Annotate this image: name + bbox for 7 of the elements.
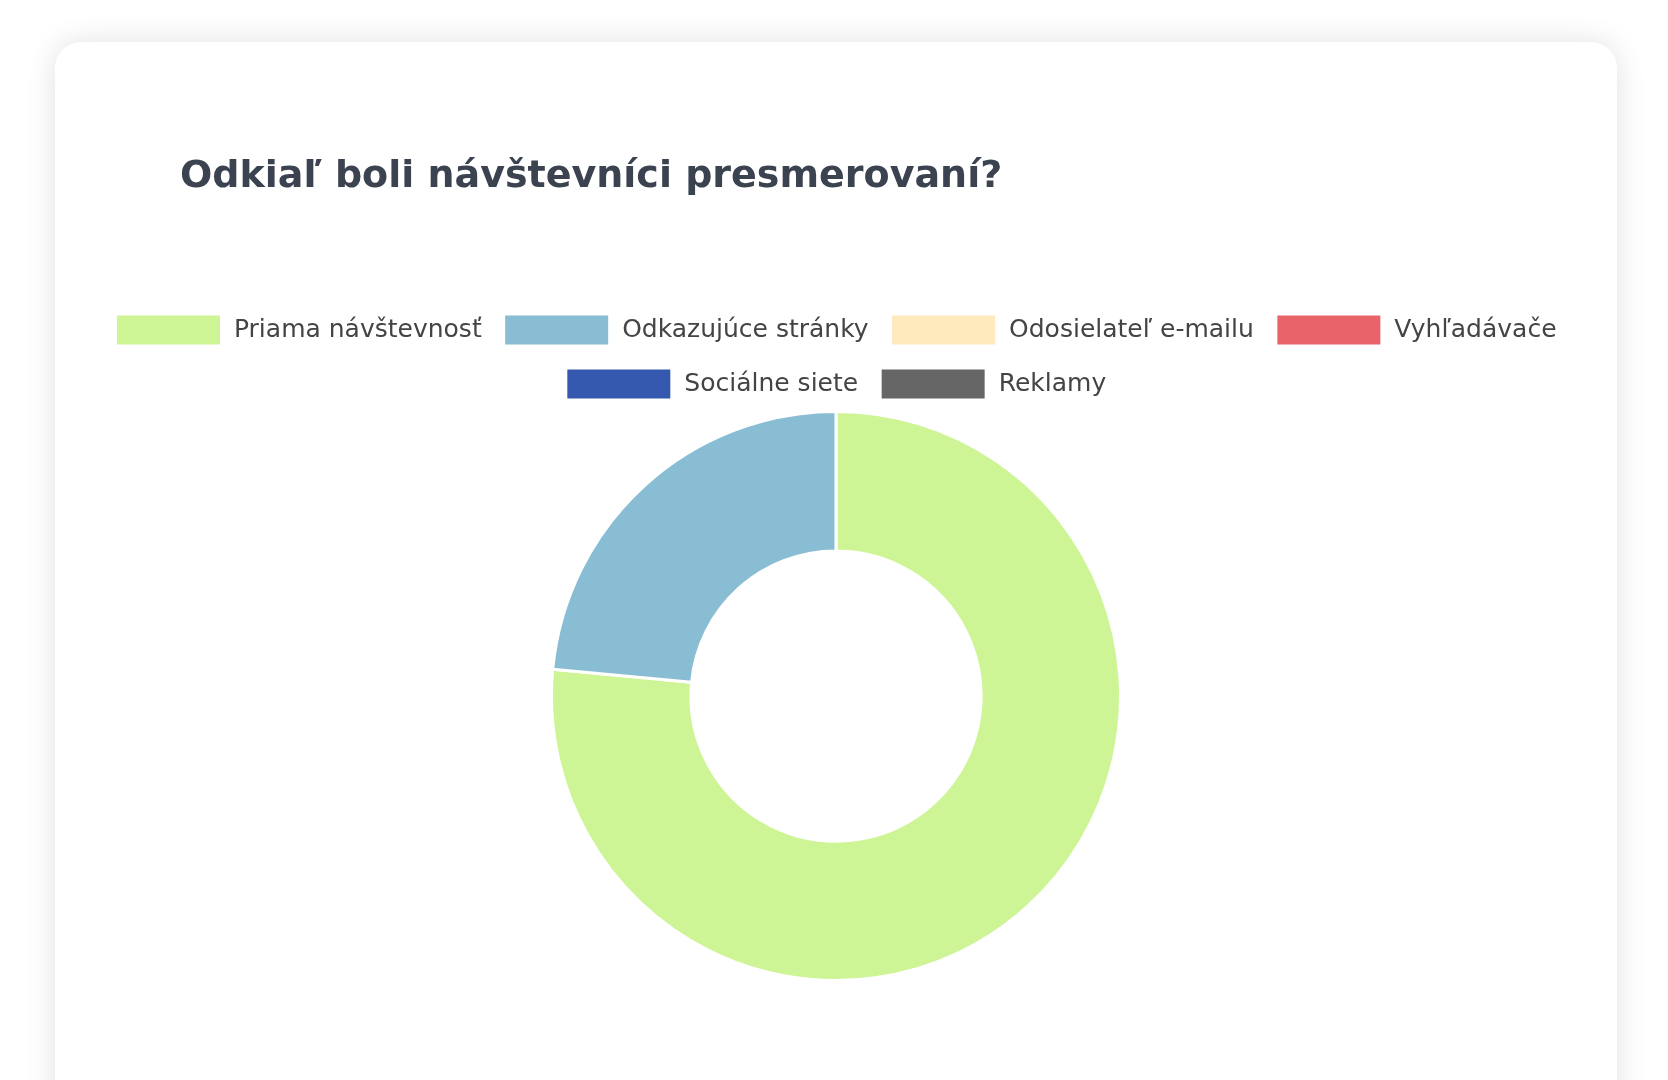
legend-label: Vyhľadávače — [1394, 313, 1557, 343]
chart-title: Odkiaľ boli návštevníci presmerovaní? — [180, 152, 1003, 196]
legend-label: Sociálne siete — [684, 367, 859, 397]
legend-label: Priama návštevnosť — [233, 313, 482, 343]
legend-label: Odosielateľ e-mailu — [1009, 313, 1254, 343]
legend-label: Reklamy — [998, 367, 1107, 397]
legend-label: Odkazujúce stránky — [622, 313, 869, 343]
